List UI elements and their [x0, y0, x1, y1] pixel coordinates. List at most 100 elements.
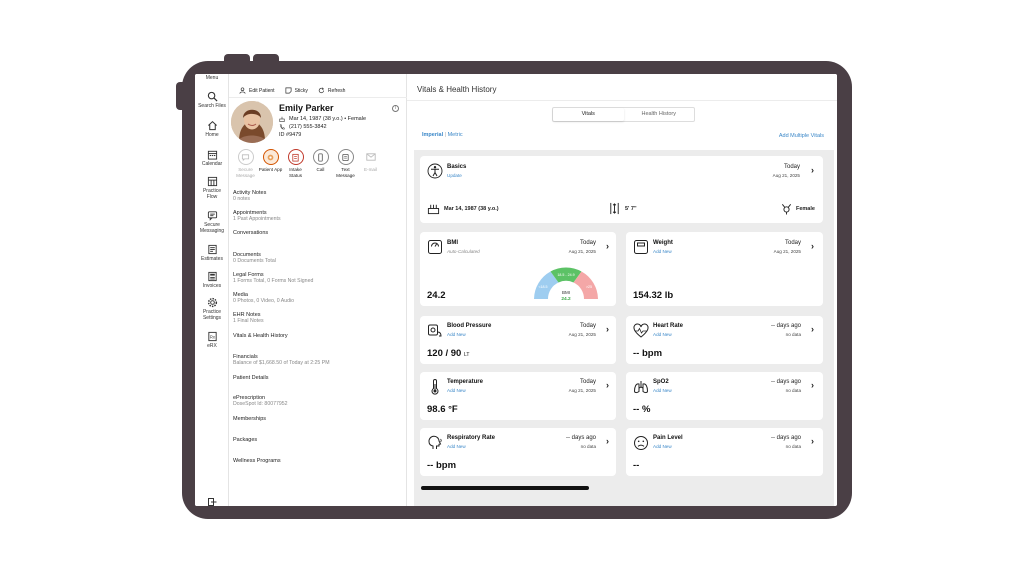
pain-level-add-new-link[interactable]: Add New	[653, 444, 672, 449]
section-title: Patient Details	[233, 375, 269, 381]
pain-level-card[interactable]: Pain Level Add New -- days ago no data ›…	[626, 428, 823, 476]
envelope-icon	[363, 149, 379, 165]
scale-icon	[428, 240, 442, 254]
nav-home[interactable]: Home	[195, 120, 229, 138]
text-message-icon	[337, 149, 354, 165]
section-activity-notes[interactable]: Activity Notes 0 notes	[233, 190, 266, 202]
menu-button[interactable]: Menu	[205, 75, 219, 81]
basics-sex: Female	[796, 206, 815, 212]
chevron-right-icon: ›	[606, 324, 609, 334]
respiratory-rate-add-new-link[interactable]: Add New	[447, 444, 466, 449]
nav-calendar[interactable]: Calendar	[195, 149, 229, 167]
section-appointments[interactable]: Appointments 1 Past Appointments	[233, 210, 281, 222]
blood-pressure-add-new-link[interactable]: Add New	[447, 332, 466, 337]
weight-card[interactable]: Weight Add New Today Aug 21, 2025 › 154.…	[626, 232, 823, 306]
secure-messaging-icon	[207, 211, 217, 221]
spo2-when: -- days ago	[770, 379, 801, 385]
logout-icon[interactable]	[208, 498, 217, 506]
nav-practice-settings[interactable]: Practice Settings	[195, 297, 229, 321]
text-message-action[interactable]: Text Message	[333, 149, 358, 178]
nav-invoices[interactable]: Invoices	[195, 271, 229, 289]
add-multiple-vitals-link[interactable]: Add Multiple Vitals	[778, 133, 824, 139]
birthday-cake-icon	[427, 204, 440, 215]
edit-patient-button[interactable]: Edit Patient	[239, 87, 275, 94]
unit-metric[interactable]: Metric	[447, 132, 463, 138]
nav-erx[interactable]: Rx eRX	[195, 331, 229, 349]
spo2-card[interactable]: SpO2 Add New -- days ago no data › -- %	[626, 372, 823, 420]
tab-vitals[interactable]: Vitals	[553, 108, 624, 121]
patient-name: Emily Parker	[279, 103, 334, 113]
sticky-button[interactable]: Sticky	[285, 87, 308, 94]
temperature-add-new-link[interactable]: Add New	[447, 388, 466, 393]
section-eprescription[interactable]: ePrescription DoseSpot Id: 80077952	[233, 395, 288, 407]
refresh-button[interactable]: Refresh	[318, 87, 345, 94]
email-action[interactable]: E-mail	[358, 149, 383, 178]
respiratory-rate-card[interactable]: Respiratory Rate Add New -- days ago no …	[420, 428, 616, 476]
section-title: Activity Notes	[233, 190, 267, 196]
action-label: Patient App	[258, 167, 283, 172]
action-label: E-mail	[363, 167, 378, 172]
spo2-add-new-link[interactable]: Add New	[653, 388, 672, 393]
bmi-value: 24.2	[427, 290, 446, 301]
action-label: Secure Message	[236, 167, 255, 178]
respiratory-rate-value: -- bpm	[427, 460, 457, 471]
info-icon[interactable]: i	[392, 105, 399, 112]
heart-pulse-icon	[633, 323, 649, 338]
basics-title: Basics	[447, 164, 467, 170]
unit-imperial[interactable]: Imperial	[422, 132, 444, 138]
chevron-right-icon: ›	[811, 380, 814, 390]
bmi-date: Aug 21, 2025	[568, 249, 596, 254]
home-indicator[interactable]	[421, 486, 589, 490]
invoices-icon	[207, 271, 217, 282]
nav-label: Search Files	[198, 103, 226, 109]
nav-search-files[interactable]: Search Files	[195, 91, 229, 109]
mobile-phone-icon	[312, 149, 329, 165]
call-action[interactable]: Call	[308, 149, 333, 178]
basics-update-link[interactable]: Update	[447, 173, 462, 178]
patient-app-action[interactable]: Patient App	[258, 149, 283, 178]
section-vitals-health-history[interactable]: Vitals & Health History	[233, 333, 288, 339]
section-packages[interactable]: Packages	[233, 437, 257, 443]
blood-pressure-cuff-icon	[428, 324, 442, 337]
section-ehr-notes[interactable]: EHR Notes 1 Final Notes	[233, 312, 264, 324]
spo2-date: no data	[785, 388, 801, 393]
nav-label: Invoices	[202, 283, 222, 289]
divider	[229, 97, 407, 98]
app-screen: Menu Search Files Home Calendar Practice…	[195, 74, 837, 506]
section-conversations[interactable]: Conversations	[233, 230, 268, 236]
section-patient-details[interactable]: Patient Details	[233, 375, 268, 381]
section-title: Vitals & Health History	[233, 333, 288, 339]
vitals-tab-switcher: Vitals Health History	[552, 107, 695, 122]
basics-dob: Mar 14, 1987 (38 y.o.)	[444, 206, 499, 212]
bmi-card[interactable]: BMI Auto-Calculated Today Aug 21, 2025 ›…	[420, 232, 616, 306]
nav-practice-flow[interactable]: Practice Flow	[195, 176, 229, 200]
nav-estimates[interactable]: Estimates	[195, 244, 229, 262]
section-title: Financials	[233, 354, 258, 360]
weight-when: Today	[784, 240, 801, 246]
chevron-right-icon: ›	[811, 165, 814, 175]
gear-icon	[207, 297, 217, 308]
gender-icon	[781, 204, 792, 215]
section-wellness-programs[interactable]: Wellness Programs	[233, 458, 281, 464]
section-documents[interactable]: Documents 0 Documents Total	[233, 252, 276, 264]
temperature-card[interactable]: Temperature Add New Today Aug 21, 2025 ›…	[420, 372, 616, 420]
heart-rate-add-new-link[interactable]: Add New	[653, 332, 672, 337]
section-subtitle: 1 Forms Total, 0 Forms Not Signed	[233, 278, 314, 284]
tab-health-history[interactable]: Health History	[641, 111, 677, 117]
section-financials[interactable]: Financials Balance of $1,668.50 of Today…	[233, 354, 330, 366]
device-top-button-1	[224, 54, 250, 64]
intake-status-action[interactable]: Intake Status	[283, 149, 308, 178]
basics-card[interactable]: Basics Update Today Aug 21, 2025 › Mar 1…	[420, 156, 823, 223]
section-title: Conversations	[233, 230, 269, 236]
section-title: Appointments	[233, 210, 267, 216]
heart-rate-card[interactable]: Heart Rate Add New -- days ago no data ›…	[626, 316, 823, 364]
section-legal-forms[interactable]: Legal Forms 1 Forms Total, 0 Forms Not S…	[233, 272, 313, 284]
weight-add-new-link[interactable]: Add New	[653, 249, 672, 254]
blood-pressure-card[interactable]: Blood Pressure Add New Today Aug 21, 202…	[420, 316, 616, 364]
section-memberships[interactable]: Memberships	[233, 416, 266, 422]
section-media[interactable]: Media 0 Photos, 0 Video, 0 Audio	[233, 292, 294, 304]
nav-secure-messaging[interactable]: Secure Messaging	[195, 210, 229, 234]
chevron-right-icon: ›	[606, 436, 609, 446]
chevron-right-icon: ›	[606, 241, 609, 251]
secure-message-action[interactable]: Secure Message	[233, 149, 258, 178]
